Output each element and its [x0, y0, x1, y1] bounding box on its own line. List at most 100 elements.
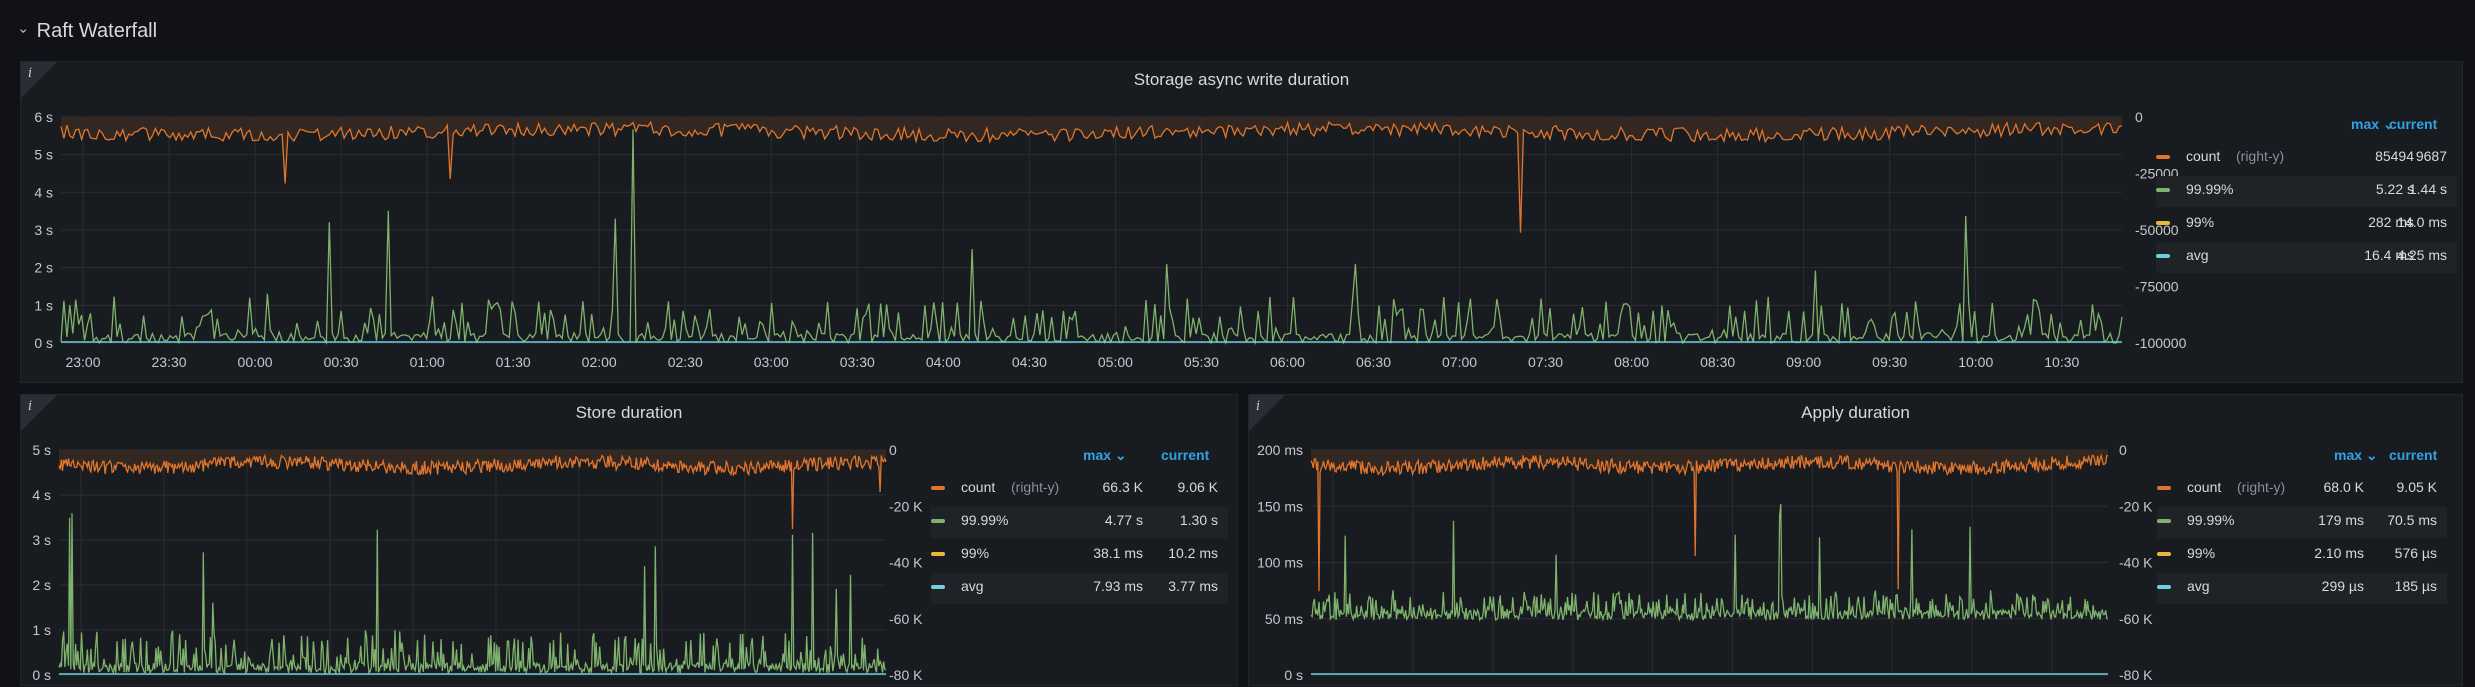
- legend-sort-max[interactable]: max ⌄: [2351, 116, 2395, 132]
- y-tick-label: 0 s: [1284, 667, 1303, 683]
- legend-swatch: [2156, 188, 2170, 192]
- x-tick-label: 00:30: [324, 354, 359, 370]
- x-tick-label: 06:30: [1356, 354, 1391, 370]
- legend-swatch: [2156, 221, 2170, 225]
- legend-series-label[interactable]: 99%: [961, 545, 989, 561]
- p9999-series-line: [60, 129, 2123, 346]
- legend-sort-max[interactable]: max ⌄: [2334, 447, 2378, 463]
- x-tick-label: 06:00: [1270, 354, 1305, 370]
- legend-series-axis-note: (right-y): [1011, 479, 1059, 495]
- y-tick-label: 2 s: [34, 260, 53, 276]
- legend-swatch: [931, 585, 945, 589]
- panel-store-duration[interactable]: i Store duration 5 s 4 s 3 s 2 s 1 s 0 s 0 -20 …: [20, 394, 1238, 686]
- legend-swatch: [2156, 155, 2170, 159]
- legend-series-label[interactable]: count: [2186, 148, 2220, 164]
- legend-current-value: 70.5 ms: [2387, 512, 2437, 528]
- right-y-tick-label: 0: [2119, 442, 2127, 458]
- legend-series-label[interactable]: avg: [2187, 578, 2210, 594]
- legend-sort-current[interactable]: current: [2389, 447, 2438, 463]
- x-tick-label: 01:30: [496, 354, 531, 370]
- panel-apply-duration[interactable]: i Apply duration 200 ms 150 ms 100 ms 50 ms…: [1248, 394, 2463, 686]
- legend-max-value: 66.3 K: [1103, 479, 1144, 495]
- storage-chart: 6 s5 s4 s3 s2 s1 s0 s0-25000-50000-75000…: [34, 109, 2457, 370]
- count-series-line: [1310, 453, 2109, 592]
- x-tick-label: 05:30: [1184, 354, 1219, 370]
- p9999-series-line: [58, 513, 887, 676]
- info-icon[interactable]: i: [28, 399, 33, 414]
- info-icon[interactable]: i: [28, 66, 33, 81]
- legend-sort-current[interactable]: current: [1161, 447, 1210, 463]
- legend-row-bg: [2156, 176, 2457, 207]
- right-y-tick-label: -80 K: [2119, 667, 2153, 683]
- apply-chart: 200 ms 150 ms 100 ms 50 ms 0 s 0 -20 K -40 K -60…: [1257, 442, 2447, 683]
- legend-max-value: 85494: [2375, 148, 2414, 164]
- legend-series-label[interactable]: 99.99%: [961, 512, 1008, 528]
- legend-max-value: 68.0 K: [2324, 479, 2365, 495]
- info-icon[interactable]: i: [1256, 399, 1261, 414]
- legend-series-label[interactable]: 99.99%: [2186, 181, 2233, 197]
- x-tick-label: 08:30: [1700, 354, 1735, 370]
- row-header[interactable]: › Raft Waterfall: [16, 14, 157, 48]
- legend-max-value: 2.10 ms: [2314, 545, 2364, 561]
- right-y-tick-label: -100000: [2135, 335, 2187, 351]
- x-tick-label: 05:00: [1098, 354, 1133, 370]
- legend-series-label[interactable]: 99%: [2186, 214, 2214, 230]
- y-tick-label: 0 s: [32, 667, 51, 683]
- right-y-tick-label: 0: [2135, 109, 2143, 125]
- count-series-fill: [61, 117, 2122, 233]
- y-tick-label: 50 ms: [1265, 611, 1303, 627]
- count-series-line: [58, 453, 887, 530]
- x-tick-label: 10:00: [1958, 354, 1993, 370]
- panel-title[interactable]: Store duration: [575, 403, 683, 422]
- legend-current-value: 185 µs: [2395, 578, 2437, 594]
- legend-current-value: 3.77 ms: [1168, 578, 1218, 594]
- x-tick-label: 23:00: [65, 354, 100, 370]
- right-y-tick-label: -60 K: [2119, 611, 2153, 627]
- legend-series-label[interactable]: 99.99%: [2187, 512, 2234, 528]
- legend-max-value: 38.1 ms: [1093, 545, 1143, 561]
- legend-current-value: 1.30 s: [1180, 512, 1218, 528]
- legend-row-bg: [2157, 573, 2447, 604]
- x-tick-label: 09:30: [1872, 354, 1907, 370]
- legend-max-value: 299 µs: [2322, 578, 2364, 594]
- legend-row-bg: [2157, 507, 2447, 538]
- x-tick-label: 03:30: [840, 354, 875, 370]
- panel-title[interactable]: Apply duration: [1801, 403, 1910, 422]
- legend-series-label[interactable]: avg: [2186, 247, 2209, 263]
- legend-sort-current[interactable]: current: [2389, 116, 2438, 132]
- x-tick-label: 02:30: [668, 354, 703, 370]
- legend-swatch: [2156, 254, 2170, 258]
- y-tick-label: 1 s: [34, 297, 53, 313]
- legend-series-label[interactable]: avg: [961, 578, 984, 594]
- x-tick-label: 03:00: [754, 354, 789, 370]
- legend-series-label[interactable]: count: [961, 479, 995, 495]
- x-tick-label: 04:30: [1012, 354, 1047, 370]
- right-y-tick-label: -75000: [2135, 279, 2179, 295]
- legend-row-bg: [2156, 242, 2457, 273]
- legend-series-label[interactable]: 99%: [2187, 545, 2215, 561]
- count-series-fill: [59, 450, 886, 529]
- x-tick-label: 09:00: [1786, 354, 1821, 370]
- y-tick-label: 1 s: [32, 622, 51, 638]
- legend-current-value: 9.06 K: [1178, 479, 1219, 495]
- y-tick-label: 150 ms: [1257, 498, 1303, 514]
- legend-series-label[interactable]: count: [2187, 479, 2221, 495]
- legend-max-value: 7.93 ms: [1093, 578, 1143, 594]
- panel-storage-async-write-duration[interactable]: i Storage async write duration 6 s 5 s 4 s…: [20, 61, 2463, 383]
- legend-swatch: [931, 519, 945, 523]
- right-y-tick-label: 0: [889, 442, 897, 458]
- x-tick-label: 08:00: [1614, 354, 1649, 370]
- legend-max-value: 5.22 s: [2376, 181, 2414, 197]
- legend-current-value: 576 µs: [2395, 545, 2437, 561]
- x-tick-label: 00:00: [238, 354, 273, 370]
- legend-current-value: 1.44 s: [2409, 181, 2447, 197]
- legend-swatch: [2157, 519, 2171, 523]
- legend-row-bg: [931, 573, 1228, 604]
- panel-title[interactable]: Storage async write duration: [1133, 70, 1350, 89]
- legend-sort-max[interactable]: max ⌄: [1083, 447, 1127, 463]
- legend-max-value: 4.77 s: [1105, 512, 1143, 528]
- legend-max-value: 16.4 ms: [2364, 247, 2414, 263]
- y-tick-label: 3 s: [32, 532, 51, 548]
- x-tick-label: 04:00: [926, 354, 961, 370]
- chevron-down-icon[interactable]: ›: [16, 28, 33, 34]
